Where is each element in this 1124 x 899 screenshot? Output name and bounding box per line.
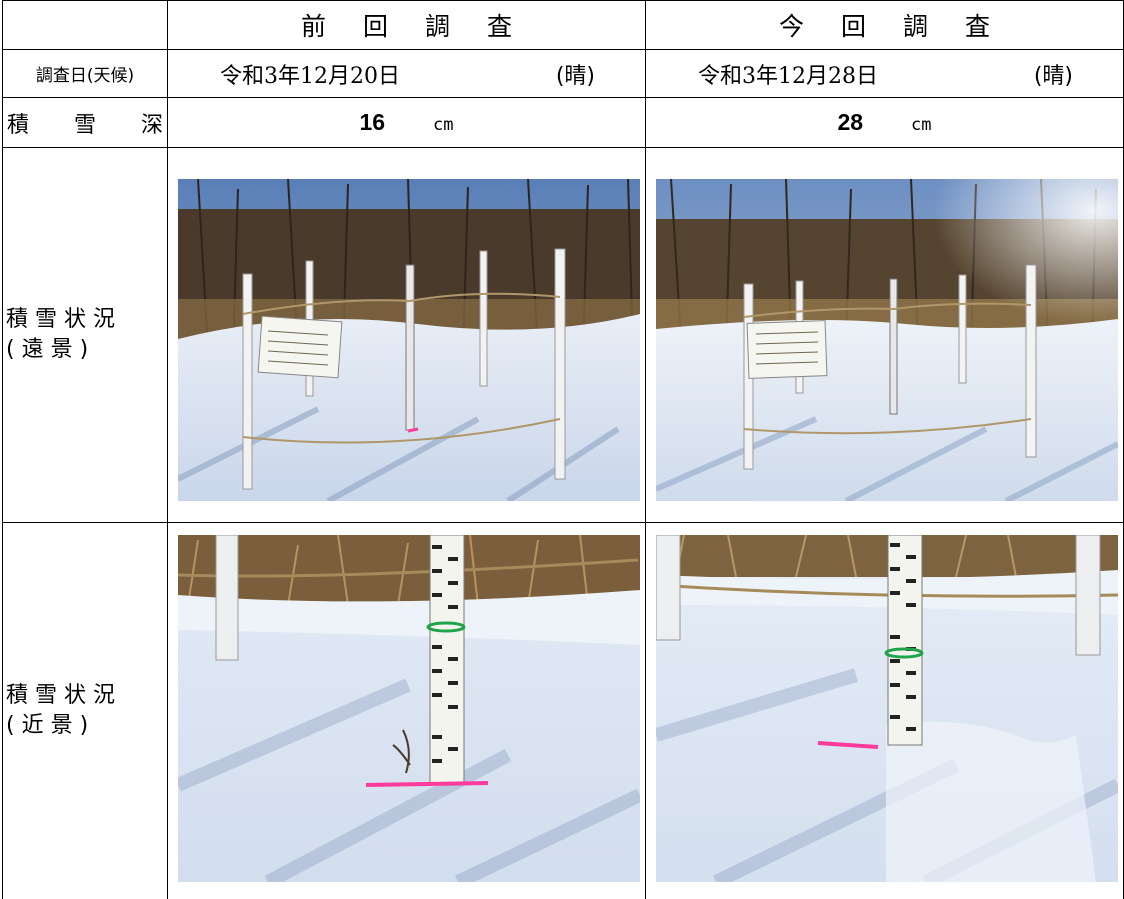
previous-near-photo-cell xyxy=(167,522,646,899)
previous-date: 令和3年12月20日 xyxy=(220,63,400,89)
snow-stake-near-image xyxy=(656,535,1118,882)
previous-depth-value: 16 xyxy=(359,109,386,135)
current-date: 令和3年12月28日 xyxy=(698,63,878,89)
current-near-photo-cell xyxy=(645,522,1124,899)
date-label: 調査日(天候) xyxy=(2,49,168,98)
snow-plot-far-image xyxy=(178,179,640,501)
previous-survey-heading: 前回調査 xyxy=(167,0,646,50)
previous-far-photo xyxy=(178,179,640,501)
corner-cell xyxy=(2,0,168,50)
snow-stake-near-image xyxy=(178,535,640,882)
previous-weather: (晴) xyxy=(555,63,595,89)
current-date-cell: 令和3年12月28日 (晴) xyxy=(645,49,1124,98)
current-weather: (晴) xyxy=(1033,63,1073,89)
snow-plot-far-image xyxy=(656,179,1118,501)
current-survey-heading: 今回調査 xyxy=(645,0,1124,50)
previous-date-cell: 令和3年12月20日 (晴) xyxy=(167,49,646,98)
depth-row: 積 雪 深 16 cm 28 cm xyxy=(2,97,1124,148)
previous-depth-cell: 16 cm xyxy=(167,97,646,148)
far-view-row: 積 雪 状 況 ( 遠 景 ) xyxy=(2,147,1124,523)
current-near-photo xyxy=(656,535,1118,882)
depth-label: 積 雪 深 xyxy=(2,97,168,148)
previous-far-photo-cell xyxy=(167,147,646,523)
header-row: 前回調査 今回調査 xyxy=(2,0,1124,50)
current-depth-cell: 28 cm xyxy=(645,97,1124,148)
current-depth-unit: cm xyxy=(911,115,932,135)
current-depth-value: 28 xyxy=(837,109,864,135)
previous-depth-unit: cm xyxy=(433,115,454,135)
current-far-photo-cell xyxy=(645,147,1124,523)
far-view-label: 積 雪 状 況 ( 遠 景 ) xyxy=(2,147,168,523)
date-row: 調査日(天候) 令和3年12月20日 (晴) 令和3年12月28日 (晴) xyxy=(2,49,1124,98)
current-far-photo xyxy=(656,179,1118,501)
near-view-label: 積 雪 状 況 ( 近 景 ) xyxy=(2,522,168,899)
near-view-row: 積 雪 状 況 ( 近 景 ) xyxy=(2,522,1124,899)
previous-near-photo xyxy=(178,535,640,882)
